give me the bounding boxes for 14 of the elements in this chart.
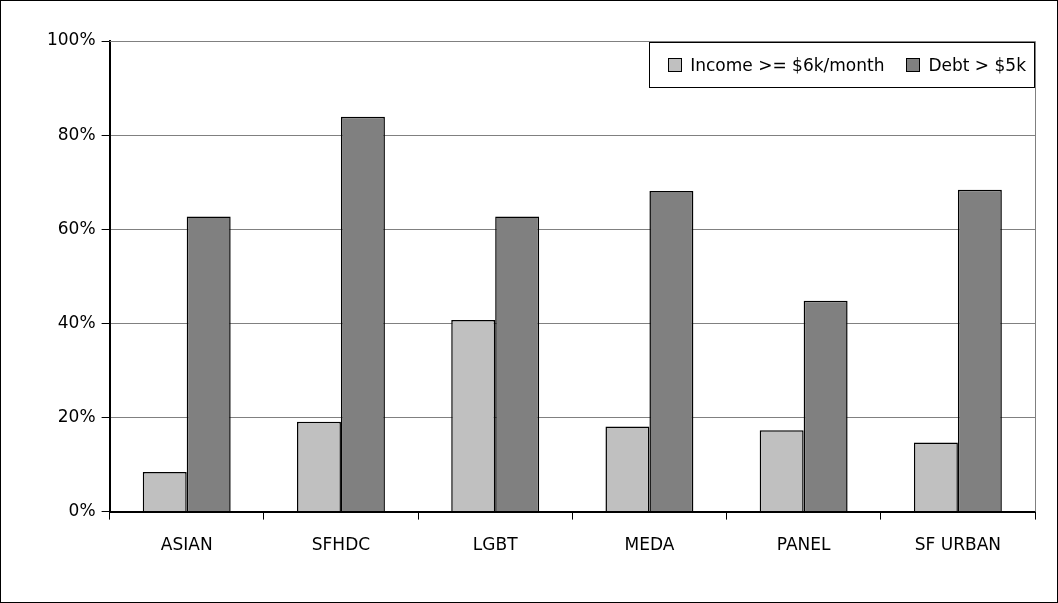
y-tick-label: 20% [57,405,96,426]
x-tick-label: LGBT [472,534,519,555]
x-tick-label: MEDA [624,534,675,555]
x-tick-label: PANEL [776,534,832,555]
y-tick-label: 60% [57,217,96,238]
legend-label: Debt > $5k [928,55,1026,75]
y-tick-label: 40% [57,311,96,332]
x-tick-label: SFHDC [311,534,371,555]
y-tick-label: 0% [68,500,96,521]
y-tick-label: 80% [57,123,96,144]
x-tick-label: SF URBAN [914,534,1002,555]
x-tick-label: ASIAN [160,534,213,555]
y-tick-label: 100% [46,29,96,50]
legend-label: Income >= $6k/month [690,55,885,75]
